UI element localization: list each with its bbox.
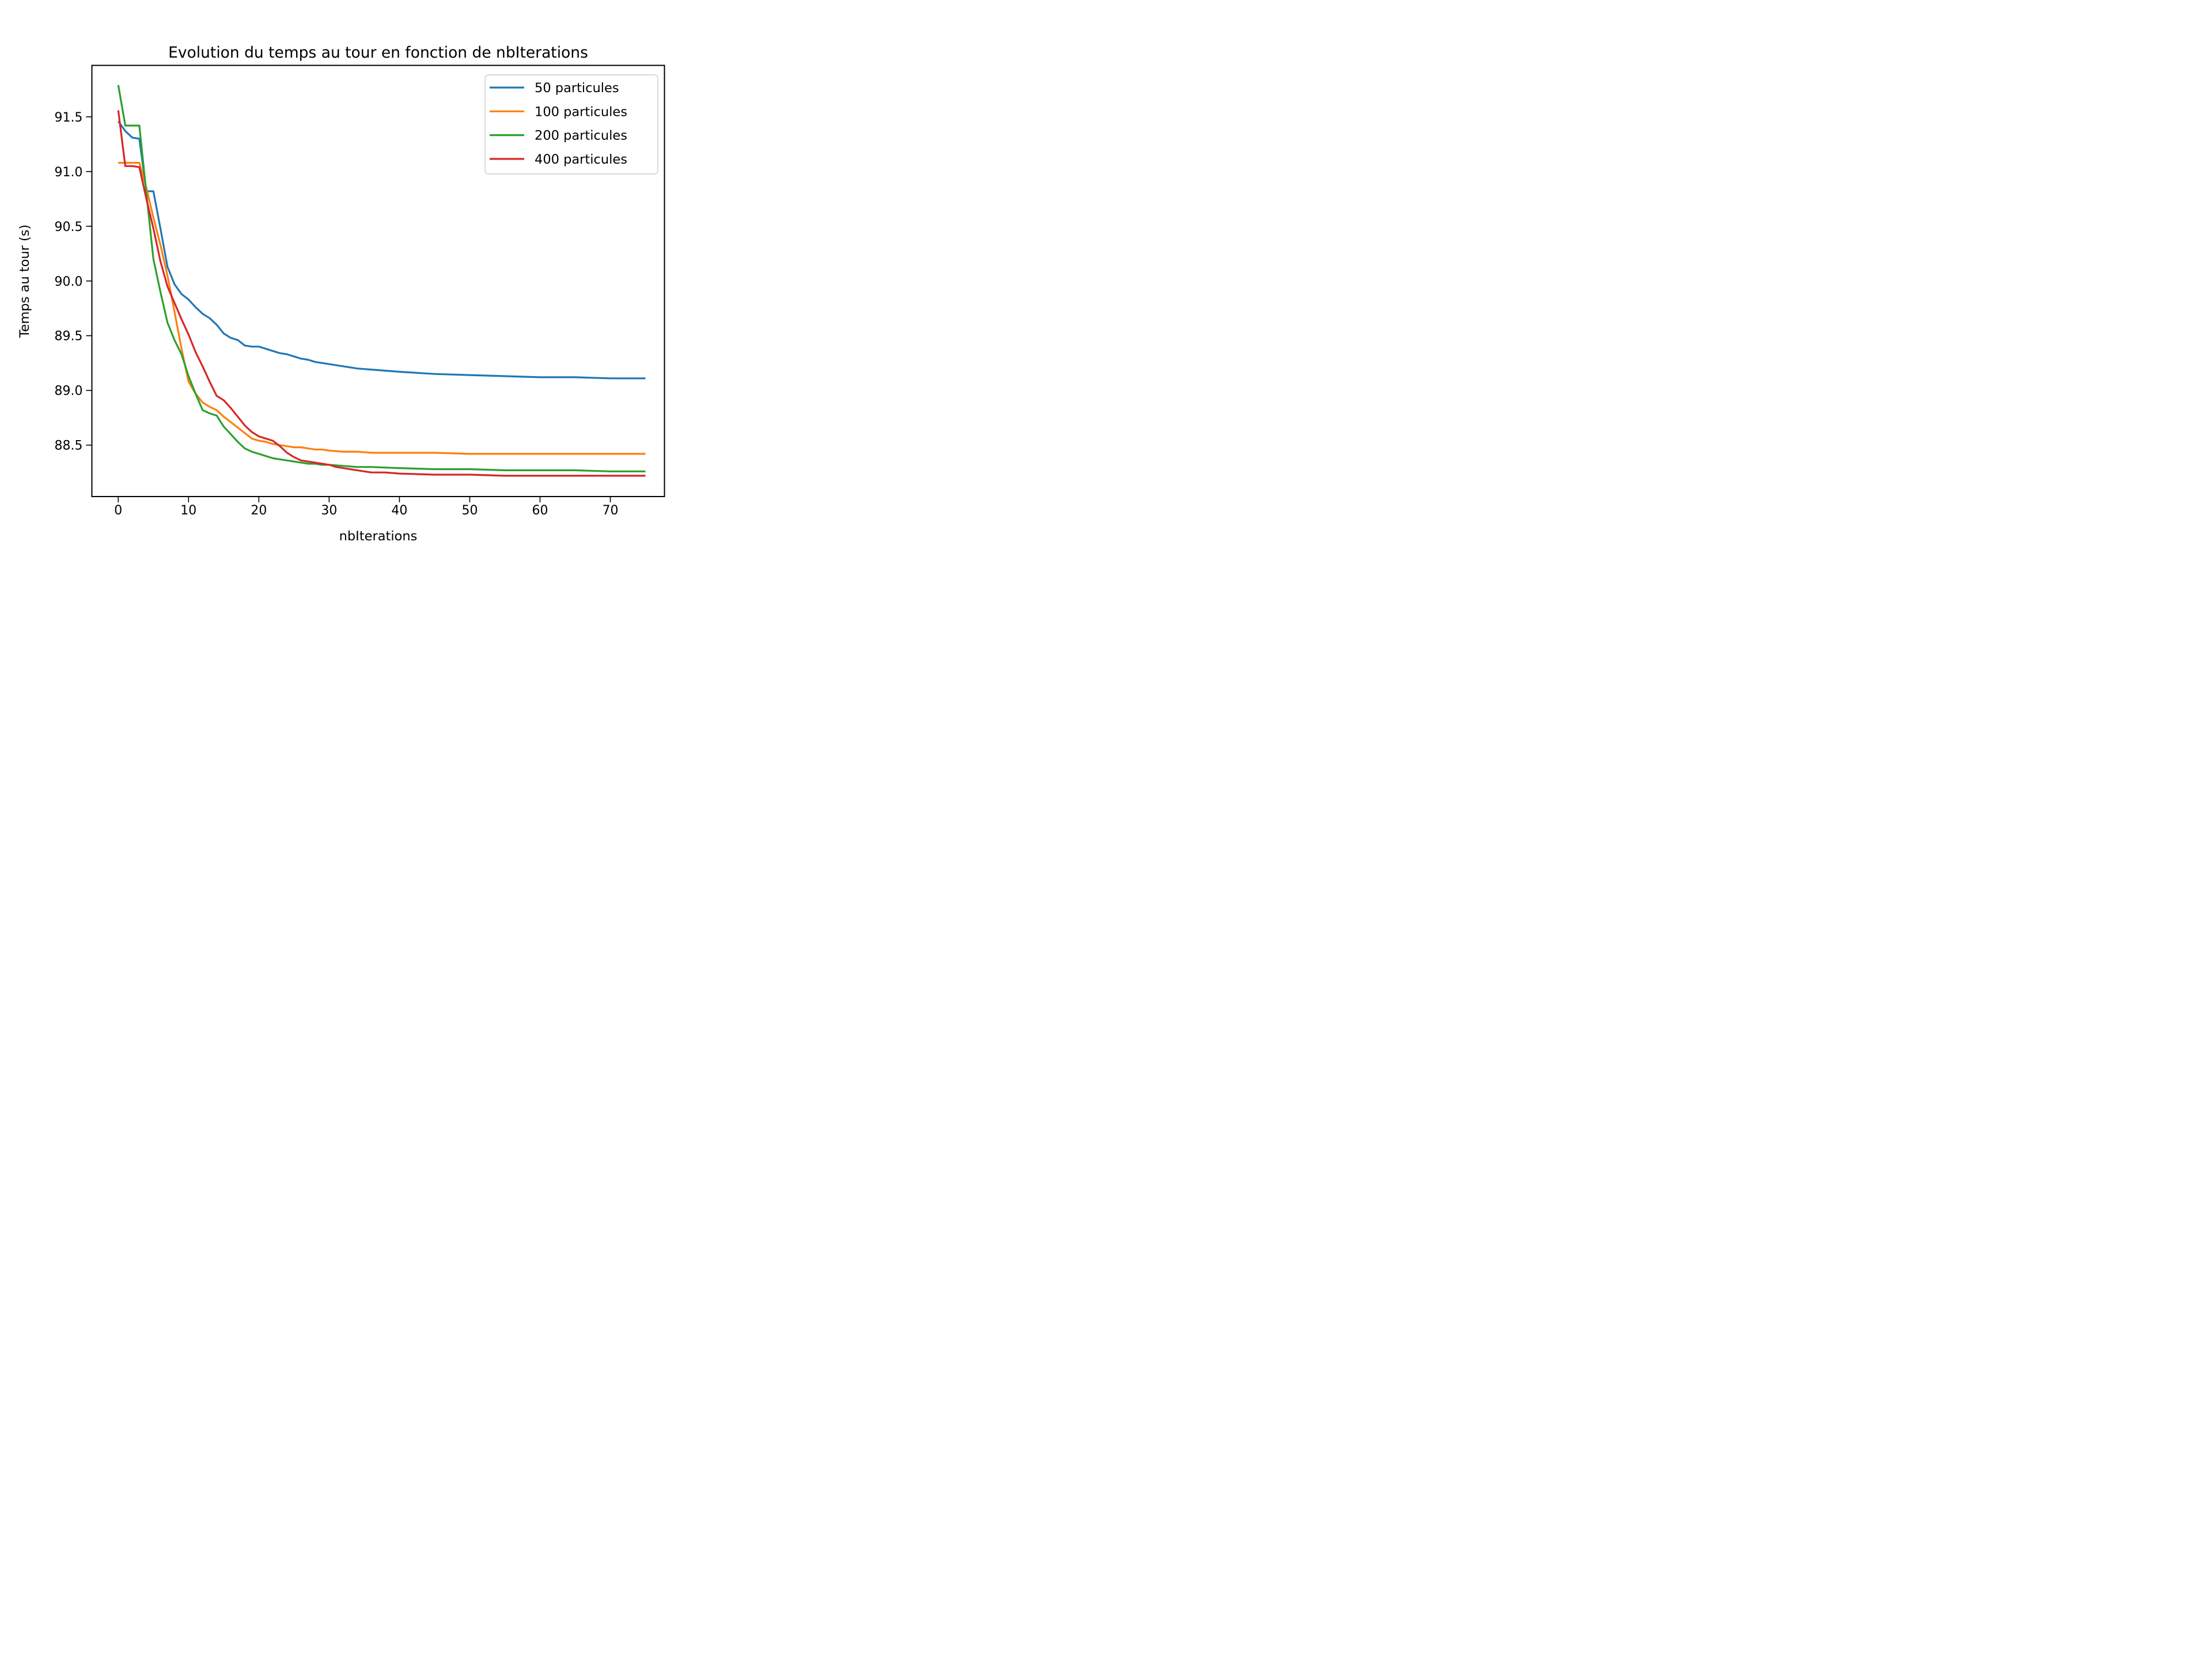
line-chart: Evolution du temps au tour en fonction d… [17,44,665,544]
y-tick-label: 90.0 [55,275,83,289]
y-tick-label: 88.5 [55,439,83,453]
y-axis-label: Temps au tour (s) [17,225,32,339]
legend-item-label: 200 particules [535,128,627,143]
x-tick-label: 70 [603,503,619,518]
series-line-400-particules [117,110,646,477]
series-line-50-particules [117,120,646,380]
series-line-100-particules [118,162,646,455]
legend: 50 particules 100 particules 200 particule… [484,74,658,175]
x-axis-ticks: 0 10 20 30 40 50 60 70 [114,497,619,518]
series-lines [117,85,646,477]
x-tick-label: 60 [532,503,548,518]
chart-title: Evolution du temps au tour en fonction d… [168,44,588,62]
y-tick-label: 89.5 [55,329,83,344]
y-tick-label: 90.5 [55,220,83,234]
legend-item-label: 50 particules [535,81,619,96]
x-tick-label: 20 [251,503,267,518]
x-axis-label: nbIterations [339,529,418,544]
series-line-200-particules [117,85,646,472]
y-axis-ticks: 88.5 89.0 89.5 90.0 90.5 91.0 91.5 [55,111,92,453]
x-tick-label: 0 [114,503,122,518]
x-tick-label: 10 [180,503,196,518]
x-tick-label: 30 [321,503,337,518]
legend-item-label: 400 particules [535,152,627,167]
legend-item-label: 100 particules [535,104,627,119]
x-tick-label: 40 [391,503,407,518]
legend-box [484,74,658,175]
y-tick-label: 91.0 [55,165,83,180]
y-tick-label: 89.0 [55,384,83,399]
x-tick-label: 50 [461,503,478,518]
y-tick-label: 91.5 [55,111,83,125]
figure: Evolution du temps au tour en fonction d… [0,0,737,553]
